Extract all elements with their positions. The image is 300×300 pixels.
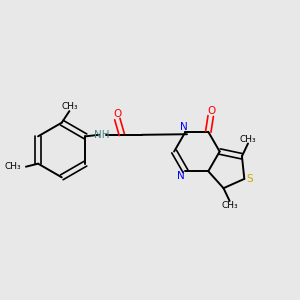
Text: O: O (207, 106, 215, 116)
Text: NH: NH (94, 130, 110, 140)
Text: CH₃: CH₃ (4, 162, 21, 171)
Text: N: N (180, 122, 188, 132)
Text: CH₃: CH₃ (61, 102, 78, 111)
Text: CH₃: CH₃ (221, 201, 238, 210)
Text: CH₃: CH₃ (240, 135, 256, 144)
Text: S: S (247, 174, 253, 184)
Text: N: N (177, 171, 185, 181)
Text: O: O (113, 110, 122, 119)
